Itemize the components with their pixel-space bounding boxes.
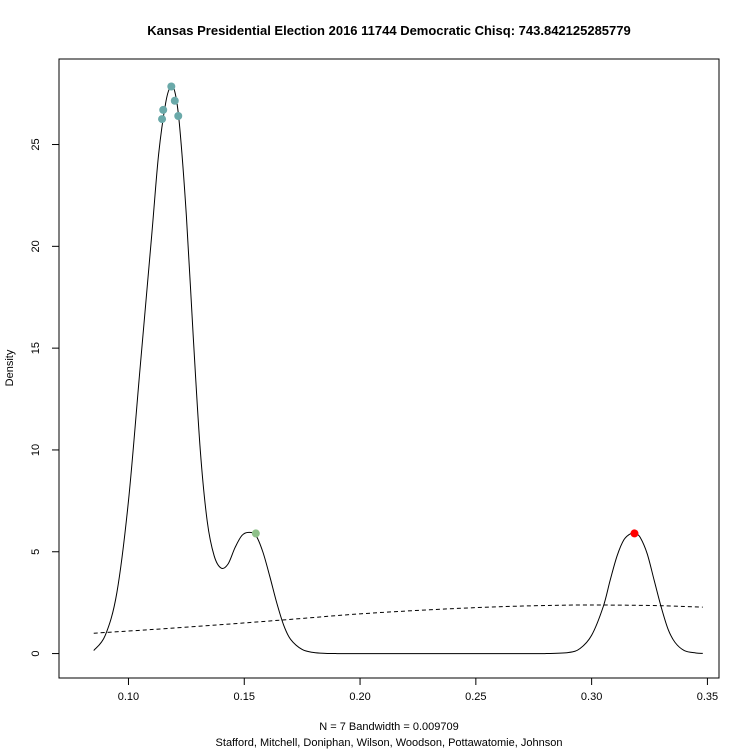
data-point (159, 105, 168, 114)
chart-subtitle: Stafford, Mitchell, Doniphan, Wilson, Wo… (216, 737, 563, 749)
data-point (170, 96, 179, 105)
y-tick-label: 15 (30, 342, 42, 354)
dashed-density-line (93, 604, 703, 634)
x-tick-label: 0.10 (118, 691, 139, 703)
x-tick-label: 0.15 (234, 691, 255, 703)
points-layer (158, 82, 639, 538)
y-tick-label: 5 (30, 549, 42, 555)
y-axis-label: Density (4, 349, 16, 386)
y-tick-label: 0 (30, 651, 42, 657)
data-point (174, 112, 183, 121)
data-point (630, 529, 639, 538)
y-axis: 0 5 10 15 20 25 (30, 138, 60, 657)
x-tick-label: 0.20 (349, 691, 370, 703)
data-point (158, 115, 167, 124)
y-tick-label: 10 (30, 444, 42, 456)
series-layer (93, 85, 703, 655)
y-tick-label: 20 (30, 240, 42, 252)
x-tick-label: 0.25 (465, 691, 486, 703)
y-tick-label: 25 (30, 138, 42, 150)
x-tick-label: 0.35 (697, 691, 718, 703)
x-axis-label: N = 7 Bandwidth = 0.009709 (319, 721, 458, 733)
chart-title: Kansas Presidential Election 2016 11744 … (147, 23, 630, 38)
plot-frame (58, 58, 720, 679)
x-tick-label: 0.30 (581, 691, 602, 703)
density-curve (93, 85, 703, 655)
x-axis: 0.10 0.15 0.20 0.25 0.30 0.35 (118, 677, 718, 703)
data-point (167, 82, 176, 91)
data-point (251, 529, 260, 538)
